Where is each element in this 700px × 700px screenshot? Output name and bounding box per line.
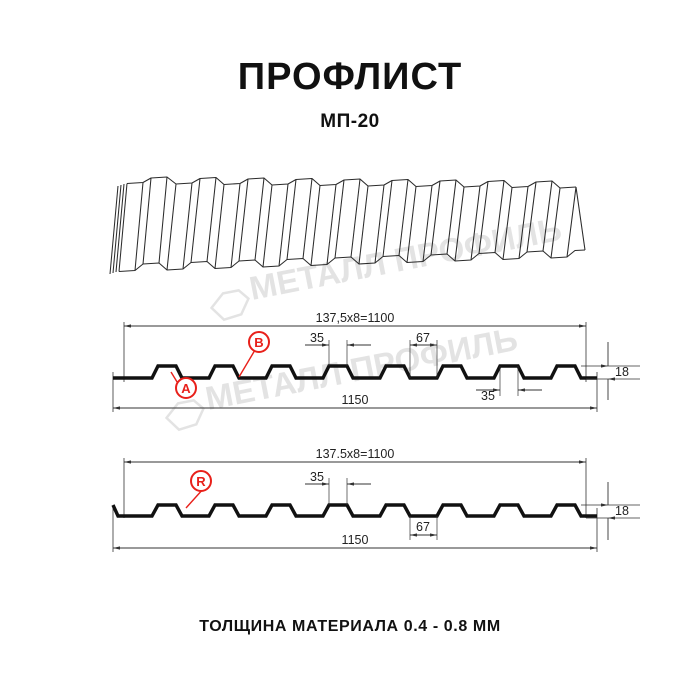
callout-r: R bbox=[185, 470, 212, 509]
dim-height-top-group: 18 bbox=[581, 342, 640, 400]
model-subtitle: МП-20 bbox=[320, 111, 380, 132]
dim-rib-bottom-section-group: 35 bbox=[305, 470, 371, 505]
page-title: ПРОФЛИСТ bbox=[237, 56, 463, 98]
dim-rib-top-group: 35 bbox=[305, 331, 371, 366]
dim-pitch-top-label: 137,5x8=1100 bbox=[316, 311, 395, 325]
isometric-sheet-view bbox=[109, 176, 586, 275]
callout-b: B bbox=[238, 331, 270, 378]
dim-rib-top-label: 35 bbox=[310, 331, 324, 345]
callout-b-label: B bbox=[254, 335, 263, 350]
dim-valley-bottom-label: 67 bbox=[416, 520, 430, 534]
dim-rib-bottom-section-label: 35 bbox=[310, 470, 324, 484]
dim-valley-top-group: 67 bbox=[409, 331, 438, 378]
cross-section-top: 137,5x8=1100 1150 35 67 bbox=[112, 311, 640, 412]
dim-total-top-label: 1150 bbox=[342, 393, 369, 407]
footer-block: ТОЛЩИНА МАТЕРИАЛА 0.4 - 0.8 ММ bbox=[0, 618, 700, 636]
dim-valley-top-label: 67 bbox=[416, 331, 430, 345]
cross-section-bottom: 137.5x8=1100 1150 35 67 bbox=[111, 447, 640, 552]
callout-r-label: R bbox=[196, 474, 206, 489]
dim-total-bottom-label: 1150 bbox=[342, 533, 369, 547]
dim-height-bottom-label: 18 bbox=[615, 504, 629, 518]
dim-height-bottom-group: 18 bbox=[581, 482, 640, 540]
callout-a-label: A bbox=[181, 381, 191, 396]
dim-pitch-bottom-label: 137.5x8=1100 bbox=[316, 447, 395, 461]
profile-outline-bottom bbox=[111, 503, 597, 518]
title-block: ПРОФЛИСТ МП-20 bbox=[0, 55, 700, 135]
dim-height-top-label: 18 bbox=[615, 365, 629, 379]
callout-a: A bbox=[170, 371, 197, 399]
material-thickness-text: ТОЛЩИНА МАТЕРИАЛА 0.4 - 0.8 ММ bbox=[199, 618, 501, 635]
profile-outline-top bbox=[113, 364, 597, 380]
dim-rib-bottom-label: 35 bbox=[481, 389, 495, 403]
dim-valley-bottom-group: 67 bbox=[409, 516, 438, 540]
dim-rib-bottom-group: 35 bbox=[476, 366, 542, 403]
